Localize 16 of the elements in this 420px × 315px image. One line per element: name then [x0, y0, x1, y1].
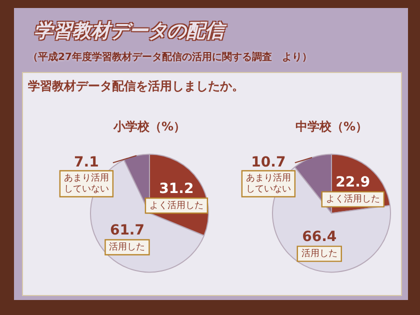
chart-title: 中学校（%）: [295, 119, 368, 134]
slice-label: あまり活用していない: [246, 172, 291, 195]
data-label: 7.1: [74, 154, 99, 170]
slice-label: あまり活用していない: [64, 172, 109, 195]
text: 学習教材データ配信を活用しましたか。: [28, 78, 244, 95]
slice-label: 活用した: [301, 248, 338, 260]
data-label: 31.2: [159, 180, 194, 197]
chart-title: 小学校（%）: [112, 119, 186, 134]
text: （平成27年度学習教材データ配信の活用に関する調査 より）: [28, 50, 312, 64]
data-label: 61.7: [110, 222, 144, 238]
data-label: 66.4: [302, 228, 337, 245]
slice-label: よく活用した: [149, 200, 204, 211]
data-label: 10.7: [251, 154, 286, 170]
slice-label: 活用した: [109, 242, 146, 253]
data-label: 22.9: [336, 174, 370, 190]
slice-label: よく活用した: [326, 194, 380, 205]
